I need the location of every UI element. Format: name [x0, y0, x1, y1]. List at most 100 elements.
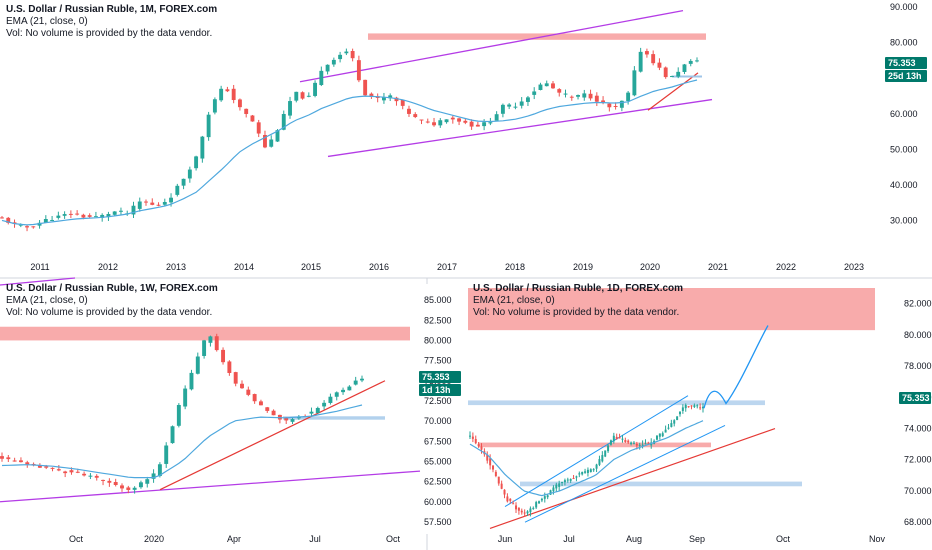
- monthly-candle-body: [288, 101, 292, 116]
- weekly-y-tick-label: 57.500: [424, 517, 452, 527]
- daily-candle-body: [604, 450, 607, 457]
- monthly-candle-body: [37, 222, 42, 226]
- daily-candle-body: [632, 442, 635, 444]
- weekly-candle-body: [164, 445, 169, 464]
- weekly-candle-body: [296, 417, 301, 419]
- weekly-trendline: [159, 380, 386, 491]
- daily-candle-body: [699, 407, 702, 409]
- monthly-candle-body: [444, 119, 449, 123]
- daily-x-tick-label: Sep: [689, 534, 705, 544]
- weekly-support-zone: [283, 416, 385, 420]
- daily-candle-body: [500, 483, 503, 489]
- weekly-candle-body: [227, 361, 232, 373]
- monthly-candle-body: [294, 91, 299, 101]
- daily-candle-body: [635, 443, 638, 446]
- daily-y-tick-label: 70.000: [904, 486, 932, 496]
- monthly-y-tick-label: 90.000: [890, 2, 918, 12]
- weekly-candle-body: [202, 340, 207, 356]
- weekly-price-tag: [419, 371, 461, 383]
- monthly-candles: [0, 47, 699, 232]
- monthly-candle-body: [263, 134, 267, 148]
- daily-x-tick-label: Nov: [869, 534, 886, 544]
- daily-candle-body: [480, 446, 483, 450]
- weekly-x-tick-label: Apr: [227, 534, 241, 544]
- monthly-y-tick-label: 40.000: [890, 180, 918, 190]
- monthly-candle-body: [156, 204, 161, 206]
- monthly-resistance-zone: [368, 33, 706, 40]
- weekly-candle-body: [44, 466, 49, 468]
- daily-candle-body: [681, 407, 684, 411]
- weekly-candles: [0, 333, 364, 494]
- daily-candle-body: [523, 512, 526, 514]
- monthly-candle-body: [200, 136, 205, 159]
- weekly-candle-body: [189, 372, 194, 390]
- monthly-x-tick-label: 2022: [776, 262, 796, 272]
- weekly-ema-line: [1, 404, 363, 479]
- daily-title: U.S. Dollar / Russian Ruble, 1D, FOREX.c…: [473, 283, 684, 294]
- monthly-candle-body: [363, 79, 368, 96]
- daily-candle-body: [678, 411, 681, 415]
- monthly-candle-body: [538, 84, 543, 90]
- monthly-x-tick-label: 2013: [166, 262, 186, 272]
- weekly-countdown-label: 1d 13h: [422, 385, 451, 395]
- monthly-y-tick-label: 80.000: [890, 38, 918, 48]
- daily-candle-body: [471, 436, 474, 439]
- weekly-candle-body: [94, 475, 99, 478]
- weekly-candle-body: [271, 410, 276, 416]
- weekly-candle-body: [170, 426, 175, 444]
- daily-candle-body: [638, 444, 641, 446]
- weekly-candle-body: [132, 487, 137, 490]
- weekly-candle-body: [334, 392, 339, 397]
- daily-y-tick-label: 74.000: [904, 424, 932, 434]
- monthly-x-tick-label: 2015: [301, 262, 321, 272]
- weekly-candle-body: [341, 389, 346, 393]
- weekly-x-tick-label: Jul: [309, 534, 321, 544]
- daily-candle-body: [549, 490, 552, 495]
- monthly-candle-body: [250, 115, 255, 122]
- weekly-candle-body: [101, 479, 106, 481]
- weekly-candle-body: [322, 402, 327, 407]
- monthly-candle-body: [494, 114, 499, 121]
- daily-candle-body: [509, 498, 512, 501]
- monthly-candle-body: [463, 120, 468, 123]
- daily-candle-body: [702, 406, 704, 409]
- monthly-candle-body: [682, 64, 687, 72]
- daily-candle-body: [512, 503, 515, 505]
- daily-support-zone-lower: [520, 481, 802, 487]
- monthly-candle-body: [194, 156, 199, 169]
- daily-y-tick-label: 82.000: [904, 299, 932, 309]
- daily-candles: [469, 403, 704, 517]
- daily-candle-body: [589, 469, 592, 473]
- monthly-candle-body: [75, 213, 80, 215]
- monthly-candle-body: [175, 185, 180, 195]
- monthly-candle-body: [206, 114, 211, 138]
- daily-candle-body: [595, 464, 598, 469]
- weekly-candle-body: [157, 464, 162, 477]
- daily-candle-body: [693, 405, 696, 407]
- monthly-y-tick-label: 50.000: [890, 144, 918, 154]
- monthly-candle-body: [475, 124, 480, 127]
- daily-candle-body: [497, 476, 500, 484]
- monthly-candle-body: [300, 92, 305, 99]
- monthly-candle-body: [695, 60, 699, 62]
- monthly-candle-body: [657, 62, 662, 68]
- monthly-x-tick-label: 2017: [437, 262, 457, 272]
- daily-candle-body: [486, 454, 489, 461]
- monthly-candle-body: [338, 54, 343, 60]
- monthly-candle-body: [676, 71, 681, 77]
- daily-axis-background: [898, 284, 932, 534]
- weekly-y-tick-label: 80.000: [424, 335, 452, 345]
- monthly-candle-body: [6, 217, 11, 223]
- monthly-x-tick-label: 2011: [30, 262, 49, 272]
- daily-candle-body: [581, 471, 584, 475]
- monthly-candle-body: [513, 106, 518, 108]
- daily-candle-body: [592, 469, 595, 471]
- weekly-candle-body: [246, 389, 251, 395]
- monthly-candle-body: [87, 215, 92, 217]
- daily-candle-body: [621, 438, 624, 440]
- monthly-candle-body: [407, 108, 411, 114]
- weekly-candle-body: [63, 471, 68, 474]
- daily-candle-body: [696, 405, 699, 407]
